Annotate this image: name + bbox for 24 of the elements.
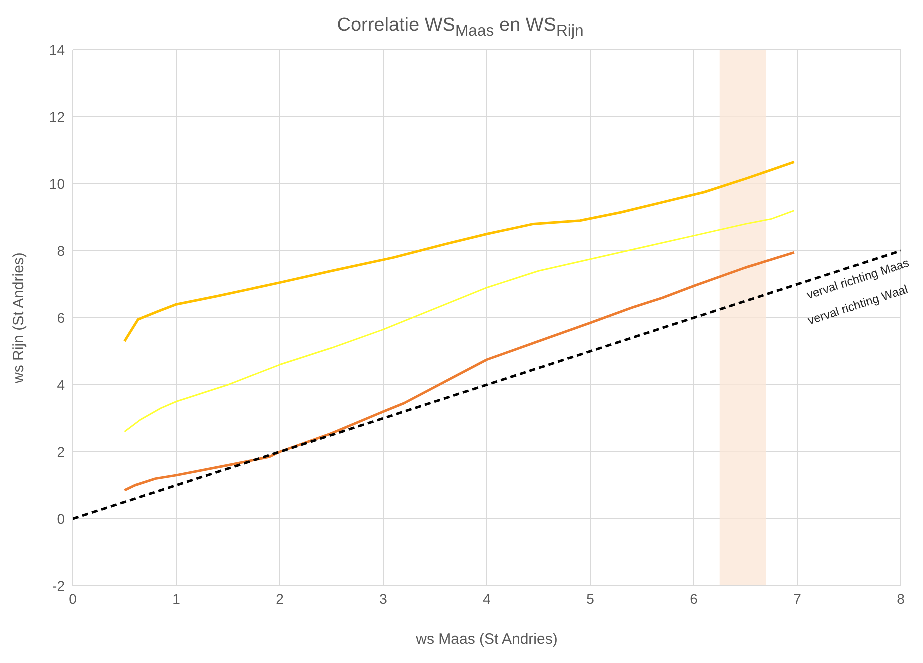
x-tick-label: 1	[172, 590, 181, 607]
line-series	[124, 210, 796, 433]
y-tick-label: 6	[57, 310, 66, 326]
y-tick-label: 4	[57, 376, 66, 393]
y-tick-label: 8	[57, 242, 66, 259]
y-tick-label: 2	[57, 444, 66, 460]
x-tick-label: 0	[69, 590, 78, 607]
y-tick-label: 14	[49, 42, 66, 58]
x-tick-label: 5	[586, 590, 595, 607]
x-tick-label: 4	[483, 590, 492, 607]
y-axis-title: ws Rijn (St Andries)	[10, 252, 28, 384]
x-tick-label: 6	[690, 590, 698, 607]
x-tick-label: 2	[276, 590, 284, 607]
y-tick-label: -2	[52, 578, 66, 594]
x-tick-label: 8	[897, 590, 906, 607]
y-tick-label: 10	[49, 176, 66, 192]
y-tick-label: 0	[57, 510, 66, 527]
line-series	[124, 251, 796, 492]
chart-title: Correlatie WS$_{Maas}$ en WS$_{Rijn}$	[337, 15, 584, 40]
x-axis-title: ws Maas (St Andries)	[415, 631, 558, 648]
y-tick-label: 12	[49, 108, 66, 125]
line-series	[124, 160, 796, 343]
x-tick-label: 7	[794, 590, 802, 607]
x-tick-label: 3	[380, 590, 388, 607]
